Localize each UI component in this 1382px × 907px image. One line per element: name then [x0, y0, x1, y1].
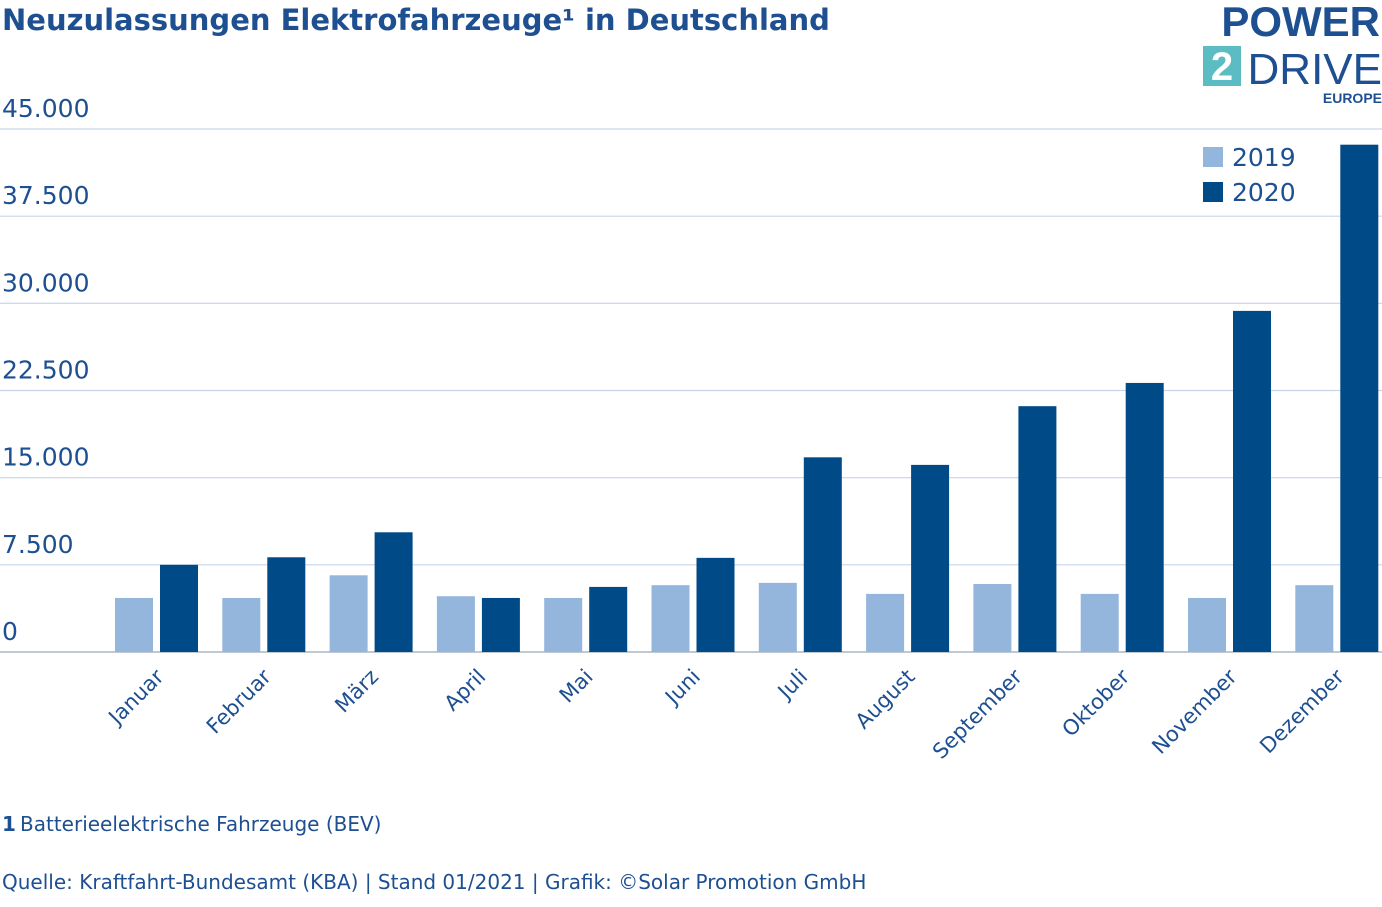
bar [589, 586, 628, 652]
x-tick-label: März [330, 665, 383, 718]
source: Quelle: Kraftfahrt-Bundesamt (KBA) | Sta… [2, 870, 866, 894]
bar [1125, 382, 1164, 652]
bar [222, 597, 261, 652]
bar [1080, 593, 1119, 652]
footnote-number: 1 [2, 812, 16, 836]
bar [1340, 144, 1379, 652]
bar [160, 564, 198, 652]
bar [544, 597, 583, 652]
x-tick-label: August [851, 665, 920, 734]
bar [696, 557, 735, 652]
logo-power: POWER [1221, 0, 1380, 45]
x-tick-label: April [440, 665, 491, 716]
legend-label: 2019 [1232, 143, 1296, 172]
logo-drive: DRIVE [1248, 45, 1382, 94]
x-tick-label: Juni [659, 665, 705, 711]
y-tick-label: 7.500 [2, 530, 74, 559]
y-tick-label: 30.000 [2, 268, 89, 297]
x-tick-label: Januar [103, 664, 169, 730]
bar [115, 597, 153, 652]
bar [1295, 585, 1334, 652]
y-tick-label: 15.000 [2, 443, 89, 472]
bar [911, 464, 950, 652]
bar [758, 582, 797, 652]
x-tick-label: Mai [555, 665, 598, 708]
logo-digit: 2 [1211, 45, 1233, 89]
x-tick-label: September [928, 664, 1027, 763]
bar [481, 597, 520, 652]
bar [1018, 406, 1057, 652]
bar [267, 557, 306, 652]
bar [866, 593, 905, 652]
y-tick-label: 0 [2, 617, 18, 646]
bar [651, 585, 690, 652]
bar [1188, 597, 1226, 652]
bar [436, 596, 475, 652]
x-tick-label: Juli [772, 665, 812, 705]
legend-label: 2020 [1232, 178, 1296, 207]
x-tick-label: Oktober [1057, 664, 1134, 741]
bar [973, 584, 1012, 652]
legend-swatch [1203, 182, 1223, 202]
legend-swatch [1203, 147, 1223, 167]
bar [374, 532, 413, 652]
bar [1233, 310, 1271, 652]
x-tick-label: Dezember [1255, 664, 1349, 758]
y-tick-label: 22.500 [2, 356, 89, 385]
y-tick-label: 45.000 [2, 94, 89, 123]
y-tick-label: 37.500 [2, 181, 89, 210]
bar [329, 575, 368, 652]
footnote-text: Batterieelektrische Fahrzeuge (BEV) [20, 812, 381, 836]
logo-europe: EUROPE [1323, 90, 1382, 106]
x-tick-label: November [1147, 664, 1241, 758]
x-tick-label: Februar [202, 664, 276, 738]
chart-title: Neuzulassungen Elektrofahrzeuge¹ in Deut… [2, 3, 830, 37]
bar [803, 457, 842, 652]
logo-box [1203, 46, 1241, 86]
